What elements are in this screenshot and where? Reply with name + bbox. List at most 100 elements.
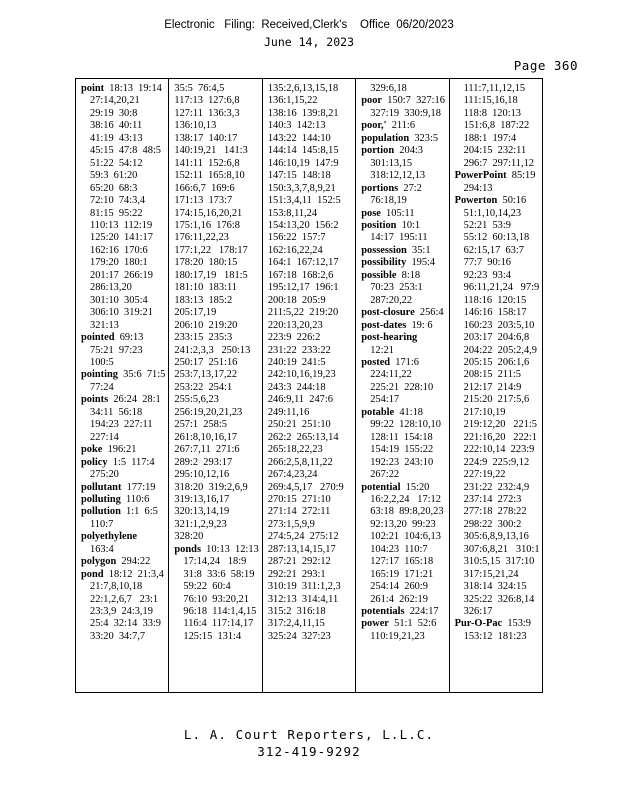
index-headword-entry: pose 105:11 xyxy=(361,208,446,220)
index-references: 110:7 xyxy=(90,518,114,530)
index-references: 41:19 43:13 xyxy=(90,132,143,144)
index-references: 110:13 112:19 xyxy=(90,219,153,231)
index-references: 35:1 xyxy=(406,244,431,256)
index-reference-line: 294:13 xyxy=(455,183,540,195)
index-reference-line: 273:1,5,9,9 xyxy=(268,519,353,531)
index-column: 135:2,6,13,15,18 136:1,15,22 138:16 139:8,… xyxy=(263,79,357,692)
index-reference-line: 211:5,22 219:20 xyxy=(268,307,353,319)
index-references: 318:14 324:15 xyxy=(463,581,527,593)
index-references: 294:22 xyxy=(116,556,151,568)
index-reference-line: 154:13,20 156:2 xyxy=(268,220,353,232)
index-reference-line: 31:8 33:6 58:19 xyxy=(174,569,259,581)
index-references: 118:8 120:13 xyxy=(463,107,521,119)
index-reference-line: 267:22 xyxy=(361,469,446,481)
index-references: 211:6 xyxy=(386,120,416,132)
index-reference-line: 174:15,16,20,21 xyxy=(174,208,259,220)
index-reference-line: 292:21 293:1 xyxy=(268,569,353,581)
index-references: 128:11 154:18 xyxy=(370,431,433,443)
index-reference-line: 225:21 228:10 xyxy=(361,382,446,394)
index-reference-line: 325:24 327:23 xyxy=(268,631,353,643)
index-references: 21:7,8,10,18 xyxy=(90,581,143,593)
hearing-date: June 14, 2023 xyxy=(263,35,354,49)
index-headword-entry: poke 196:21 xyxy=(81,444,166,456)
index-column: 111:7,11,12,15 111:15,16,18 118:8 120:13 15… xyxy=(450,79,542,692)
index-headword-entry: posted 171:6 xyxy=(361,357,446,369)
index-reference-line: 154:19 155:22 xyxy=(361,444,446,456)
index-references: 151:3,4,11 152:5 xyxy=(267,195,341,207)
index-headword: power xyxy=(361,618,389,630)
index-reference-line: 233:15 235:3 xyxy=(174,332,259,344)
index-reference-line: 321:13 xyxy=(81,320,166,332)
index-reference-line: 261:8,10,16,17 xyxy=(174,432,259,444)
index-headword-entry: post-hearing xyxy=(361,332,446,344)
index-reference-line: 305:6,8,9,13,16 xyxy=(455,531,540,543)
index-references: 206:10 219:20 xyxy=(174,319,238,331)
index-reference-line: 166:6,7 169:6 xyxy=(174,183,259,195)
index-references: 174:15,16,20,21 xyxy=(174,207,243,219)
index-reference-line: 34:11 56:18 xyxy=(81,407,166,419)
index-headword-entry: Powerton 50:16 xyxy=(455,195,540,207)
index-references: 75:21 97:23 xyxy=(90,344,143,356)
index-references: 154:19 155:22 xyxy=(370,444,434,456)
index-reference-line: 310:5,15 317:10 xyxy=(455,556,540,568)
index-headword: post-closure xyxy=(361,307,415,319)
index-references: 225:21 228:10 xyxy=(370,381,434,393)
index-reference-line: 110:13 112:19 xyxy=(81,220,166,232)
index-references: 204:15 232:11 xyxy=(463,145,527,157)
index-reference-line: 17:14,24 18:9 xyxy=(174,556,259,568)
index-reference-line: 222:10,14 223:9 xyxy=(455,444,540,456)
index-references: 261:8,10,16,17 xyxy=(174,431,238,443)
index-reference-line: 203:17 204:6,8 xyxy=(455,332,540,344)
index-references: 38:16 40:11 xyxy=(90,120,143,132)
index-reference-line: 147:15 148:18 xyxy=(268,170,353,182)
index-reference-line: 250:21 251:10 xyxy=(268,419,353,431)
index-reference-line: 287:20,22 xyxy=(361,295,446,307)
index-reference-line: 254:17 xyxy=(361,394,446,406)
index-references: 317:2,4,11,15 xyxy=(267,618,325,630)
index-references: 45:15 47:8 48:5 xyxy=(90,145,162,157)
index-references: 200:18 205:9 xyxy=(267,294,326,306)
index-reference-line: 201:17 266:19 xyxy=(81,270,166,282)
index-references: 160:23 203:5,10 xyxy=(463,319,535,331)
index-headword-entry: possible 8:18 xyxy=(361,270,446,282)
index-reference-line: 227:14 xyxy=(81,432,166,444)
index-references: 327:19 330:9,18 xyxy=(370,107,441,119)
index-reference-line: 215:20 217:5,6 xyxy=(455,394,540,406)
index-references: 50:16 xyxy=(497,195,527,207)
index-references: 18:12 21:3,4 xyxy=(103,568,164,580)
index-references: 289:2 293:17 xyxy=(174,456,233,468)
index-references: 224:11,22 xyxy=(370,369,412,381)
index-references: 27:2 xyxy=(398,182,422,194)
index-references: 306:10 319:21 xyxy=(90,307,153,319)
index-references: 224:17 xyxy=(404,606,439,618)
index-reference-line: 100:5 xyxy=(81,357,166,369)
index-references: 164:1 167:12,17 xyxy=(267,257,339,269)
index-references: 195:4 xyxy=(406,257,436,269)
index-references: 153:9 xyxy=(502,618,532,630)
index-references: 301:10 305:4 xyxy=(90,294,148,306)
index-references: 125:20 141:17 xyxy=(90,232,153,244)
index-references: 177:1,22 178:17 xyxy=(174,244,248,256)
index-references: 1:1 6:5 xyxy=(120,506,158,518)
index-headword: pond xyxy=(81,568,104,580)
index-reference-line: 204:15 232:11 xyxy=(455,145,540,157)
index-references: 150:7 327:16 xyxy=(382,95,445,107)
index-references: 102:21 104:6,13 xyxy=(370,531,441,543)
index-reference-line: 253:22 254:1 xyxy=(174,382,259,394)
index-headword: polygon xyxy=(81,556,117,568)
index-reference-line: 153:8,11,24 xyxy=(268,208,353,220)
page-number: Page 360 xyxy=(513,58,578,73)
index-reference-line: 136:1,15,22 xyxy=(268,95,353,107)
index-references: 146:10,19 147:9 xyxy=(267,157,339,169)
index-references: 35:6 71:5 xyxy=(117,369,166,381)
index-references: 227:14 xyxy=(90,431,119,443)
index-references: 188:1 197:4 xyxy=(463,132,517,144)
index-references: 219:12,20 221:5 xyxy=(463,419,537,431)
index-reference-line: 325:22 326:8,14 xyxy=(455,594,540,606)
index-reference-line: 14:17 195:11 xyxy=(361,232,446,244)
index-references: 96:11,21,24 97:9 xyxy=(463,282,540,294)
index-references: 55:12 60:13,18 xyxy=(463,232,530,244)
index-headword-entry: pointing 35:6 71:5 xyxy=(81,369,166,381)
index-reference-line: 224:11,22 xyxy=(361,369,446,381)
index-reference-line: 328:20 xyxy=(174,531,259,543)
